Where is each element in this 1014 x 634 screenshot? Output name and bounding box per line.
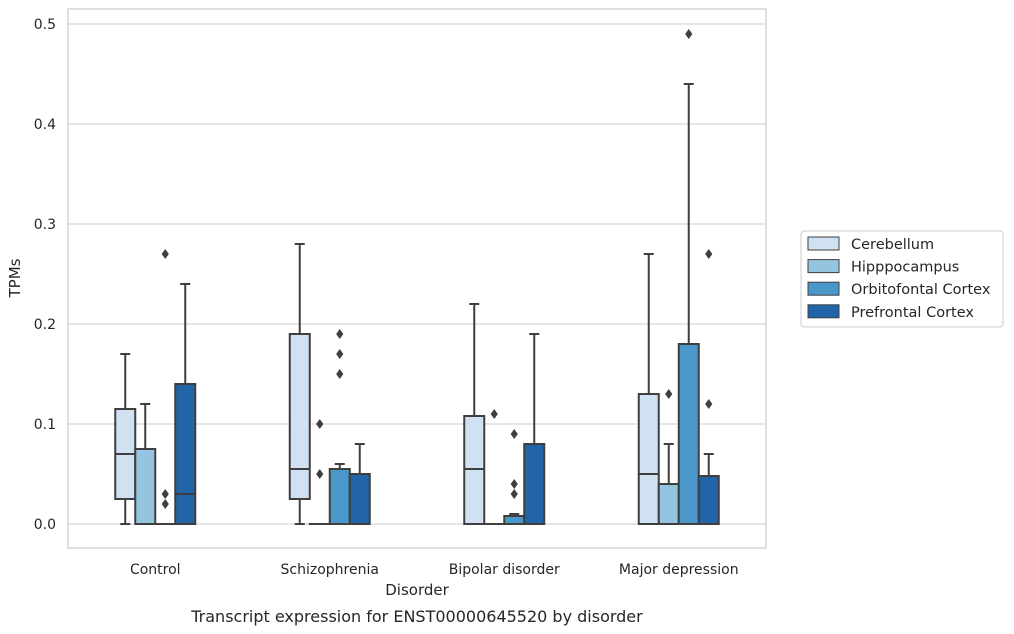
outlier-point [336, 349, 344, 359]
y-tick-label: 0.5 [34, 17, 56, 33]
y-tick-label: 0.0 [34, 517, 56, 533]
outlier-point [161, 489, 169, 499]
outlier-point [161, 249, 169, 259]
x-tick-label: Major depression [619, 562, 739, 578]
outlier-point [490, 409, 498, 419]
legend-swatch [807, 281, 840, 296]
outlier-point [510, 489, 518, 499]
outlier-point [685, 29, 693, 39]
box [503, 429, 526, 525]
legend: Cerebellum Hipppocampus Orbitofontal Corte… [800, 230, 1004, 328]
outlier-point [336, 369, 344, 379]
plot-area [67, 8, 767, 549]
y-axis-ticks: 0.0 0.1 0.2 0.3 0.4 0.5 [34, 17, 56, 533]
legend-label: Orbitofontal Cortex [851, 282, 991, 298]
y-tick-label: 0.3 [34, 217, 56, 233]
box-body [677, 343, 700, 525]
box [348, 443, 371, 525]
box-body [523, 443, 546, 525]
chart-caption: Transcript expression for ENST0000064552… [190, 607, 643, 626]
x-tick-label: Schizophrenia [281, 562, 379, 578]
legend-swatch [807, 236, 840, 251]
outlier-point [510, 479, 518, 489]
box [328, 329, 351, 525]
y-tick-label: 0.4 [34, 117, 56, 133]
box-body [503, 515, 526, 525]
box [677, 29, 700, 525]
box [288, 243, 311, 525]
y-tick-label: 0.2 [34, 317, 56, 333]
x-tick-label: Bipolar disorder [449, 562, 560, 578]
x-axis-label: Disorder [385, 581, 449, 599]
legend-swatch [807, 304, 840, 319]
box-body [288, 333, 311, 500]
box-body [134, 448, 157, 525]
outlier-point [336, 329, 344, 339]
outlier-point [316, 469, 324, 479]
outlier-point [316, 419, 324, 429]
y-tick-label: 0.1 [34, 417, 56, 433]
outlier-point [161, 499, 169, 509]
box-series [114, 29, 720, 526]
x-axis-ticks: Control Schizophrenia Bipolar disorder Majo… [130, 562, 739, 578]
outlier-point [705, 399, 713, 409]
outlier-point [705, 249, 713, 259]
box [134, 403, 157, 525]
legend-label: Cerebellum [851, 237, 934, 253]
box-body [697, 475, 720, 525]
box-body [174, 383, 197, 525]
box [174, 283, 197, 525]
box [463, 303, 486, 525]
box [114, 353, 137, 525]
box [523, 333, 546, 525]
box-body [657, 483, 680, 525]
legend-label: Prefrontal Cortex [851, 305, 974, 321]
legend-label: Hipppocampus [851, 260, 959, 276]
y-axis-label: TPMs [6, 258, 24, 298]
box-body [328, 468, 351, 525]
box [697, 249, 720, 525]
legend-swatch [807, 259, 840, 274]
box [637, 253, 660, 525]
legend-frame [800, 230, 1004, 328]
outlier-point [510, 429, 518, 439]
box [154, 249, 177, 526]
box-body [348, 473, 371, 525]
box-body [637, 393, 660, 525]
outlier-point [665, 389, 673, 399]
x-tick-label: Control [130, 562, 181, 578]
